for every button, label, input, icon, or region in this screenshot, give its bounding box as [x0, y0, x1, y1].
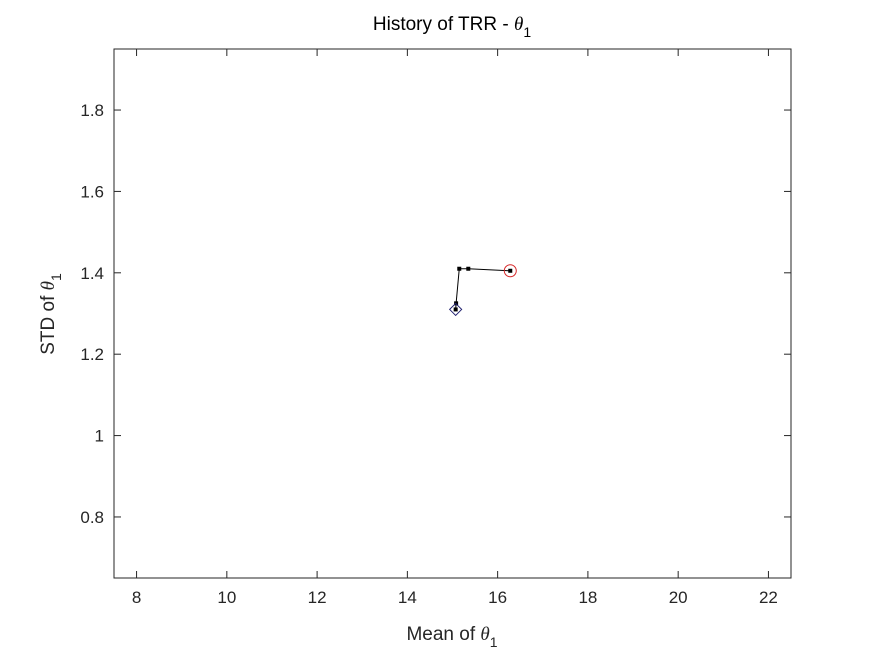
- y-axis-label-subscript: 1: [48, 273, 64, 281]
- x-tick-label: 20: [669, 588, 688, 607]
- x-tick-label: 18: [578, 588, 597, 607]
- y-axis-label-symbol: θ: [38, 281, 59, 290]
- chart-title-subscript: 1: [523, 24, 531, 40]
- chart-title: History of TRR - θ1: [373, 14, 531, 40]
- plot-area: [113, 48, 792, 579]
- x-tick-label: 14: [398, 588, 417, 607]
- x-tick-label: 8: [132, 588, 141, 607]
- data-point: [457, 266, 462, 271]
- marker-layer: [448, 264, 517, 317]
- x-axis-label: Mean of θ1: [406, 624, 497, 650]
- chart-title-text: History of TRR -: [373, 14, 514, 35]
- x-tick-label: 12: [308, 588, 327, 607]
- y-axis-label: STD of θ1: [38, 273, 64, 355]
- x-tick-label: 16: [488, 588, 507, 607]
- y-tick-label: 1.8: [80, 101, 104, 120]
- x-tick-label: 10: [217, 588, 236, 607]
- y-tick-label: 1: [95, 427, 104, 446]
- chart-title-symbol: θ: [514, 14, 523, 35]
- data-point: [453, 307, 458, 312]
- data-point: [466, 266, 471, 271]
- x-axis-ticks: 8 10 12 14 16 18 20 22: [132, 49, 778, 607]
- end-marker: [448, 302, 463, 317]
- y-tick-label: 0.8: [80, 508, 104, 527]
- start-marker: [503, 264, 517, 278]
- y-axis-label-text: STD of: [38, 290, 59, 354]
- y-tick-label: 1.2: [80, 345, 104, 364]
- data-point: [508, 268, 513, 273]
- x-tick-label: 22: [759, 588, 778, 607]
- y-tick-label: 1.4: [80, 264, 104, 283]
- x-axis-label-subscript: 1: [490, 634, 498, 650]
- y-tick-label: 1.6: [80, 182, 104, 201]
- y-axis-ticks: 0.8 1 1.2 1.4 1.6 1.8: [80, 101, 791, 527]
- x-axis-label-symbol: θ: [480, 624, 489, 645]
- x-axis-label-text: Mean of: [406, 624, 480, 645]
